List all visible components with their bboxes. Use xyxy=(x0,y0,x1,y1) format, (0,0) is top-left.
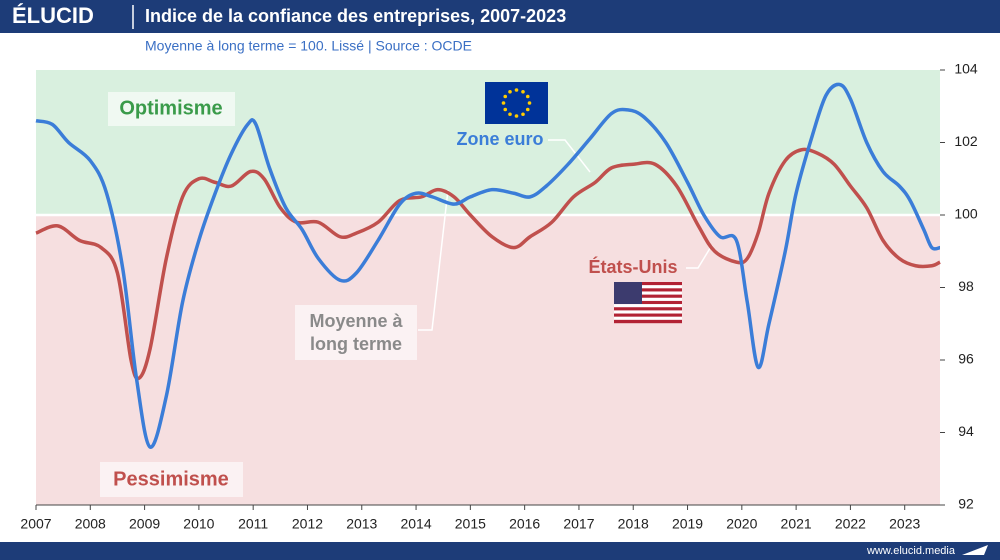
us-stripe xyxy=(614,282,682,286)
x-tick-label: 2011 xyxy=(238,516,268,532)
x-tick-label: 2013 xyxy=(346,516,377,532)
x-tick-label: 2022 xyxy=(835,516,866,532)
us-stripe xyxy=(614,288,682,292)
footer-band xyxy=(0,542,1000,560)
us-stripe xyxy=(614,291,682,295)
us-stripe xyxy=(614,300,682,305)
y-tick-label: 92 xyxy=(958,496,974,512)
series-line xyxy=(35,82,941,449)
x-tick-label: 2009 xyxy=(129,516,160,532)
x-tick-label: 2007 xyxy=(20,516,51,532)
x-tick-label: 2023 xyxy=(889,516,920,532)
x-tick-label: 2021 xyxy=(781,516,812,532)
us-stripe xyxy=(614,313,682,317)
annotation: long terme xyxy=(310,334,402,354)
y-tick-label: 102 xyxy=(954,133,978,149)
x-tick-label: 2010 xyxy=(183,516,214,532)
eu-star xyxy=(527,101,532,105)
us-stripe xyxy=(614,285,682,289)
annotation-box xyxy=(295,305,417,360)
series-line xyxy=(35,147,941,381)
x-tick-label: 2014 xyxy=(400,516,431,532)
annotation: Moyenne à xyxy=(309,311,403,331)
eu-star xyxy=(514,114,519,118)
x-tick-label: 2018 xyxy=(618,516,649,532)
zone-below xyxy=(36,215,940,505)
chart-subtitle: Moyenne à long terme = 100. Lissé | Sour… xyxy=(145,38,472,54)
series-label: Zone euro xyxy=(456,129,543,149)
us-stripe xyxy=(614,316,682,321)
us-stripe xyxy=(614,304,682,308)
leader-line xyxy=(686,244,713,269)
x-tick-label: 2015 xyxy=(455,516,486,532)
eu-star xyxy=(501,101,506,105)
chart-title: Indice de la confiance des entreprises, … xyxy=(145,6,566,26)
us-stripe xyxy=(614,297,682,302)
eu-star xyxy=(503,94,508,99)
footer-text: www.elucid.media xyxy=(866,545,956,557)
annotation-box xyxy=(108,92,235,126)
header-band xyxy=(0,0,1000,33)
eu-star xyxy=(508,89,512,94)
us-canton xyxy=(614,282,642,304)
brand: ÉLUCID xyxy=(12,3,94,28)
eu-star xyxy=(525,94,530,99)
leader-line xyxy=(548,139,591,173)
series-label: États-Unis xyxy=(588,256,677,277)
annotation-box xyxy=(100,462,243,497)
eu-star xyxy=(514,88,519,92)
us-stripe xyxy=(614,307,682,311)
eu-star xyxy=(503,107,508,112)
leader-line xyxy=(418,189,449,331)
x-tick-label: 2016 xyxy=(509,516,540,532)
eu-star xyxy=(508,112,512,117)
annotation: Pessimisme xyxy=(113,468,229,490)
y-tick-label: 94 xyxy=(958,423,974,439)
annotation: Optimisme xyxy=(119,97,222,119)
y-tick-label: 100 xyxy=(954,206,978,222)
x-tick-label: 2020 xyxy=(726,516,757,532)
us-stripe xyxy=(614,319,682,324)
us-stripe xyxy=(614,310,682,314)
x-tick-label: 2017 xyxy=(563,516,594,532)
us-stripe xyxy=(614,294,682,298)
x-tick-label: 2019 xyxy=(672,516,703,532)
y-tick-label: 96 xyxy=(958,351,974,367)
y-tick-label: 98 xyxy=(958,278,974,294)
eu-star xyxy=(525,107,530,112)
y-tick-label: 104 xyxy=(954,61,978,77)
eu-star xyxy=(521,112,525,117)
eu-star xyxy=(521,89,525,94)
x-tick-label: 2012 xyxy=(292,516,323,532)
footer-logo xyxy=(962,545,988,555)
x-tick-label: 2008 xyxy=(75,516,106,532)
